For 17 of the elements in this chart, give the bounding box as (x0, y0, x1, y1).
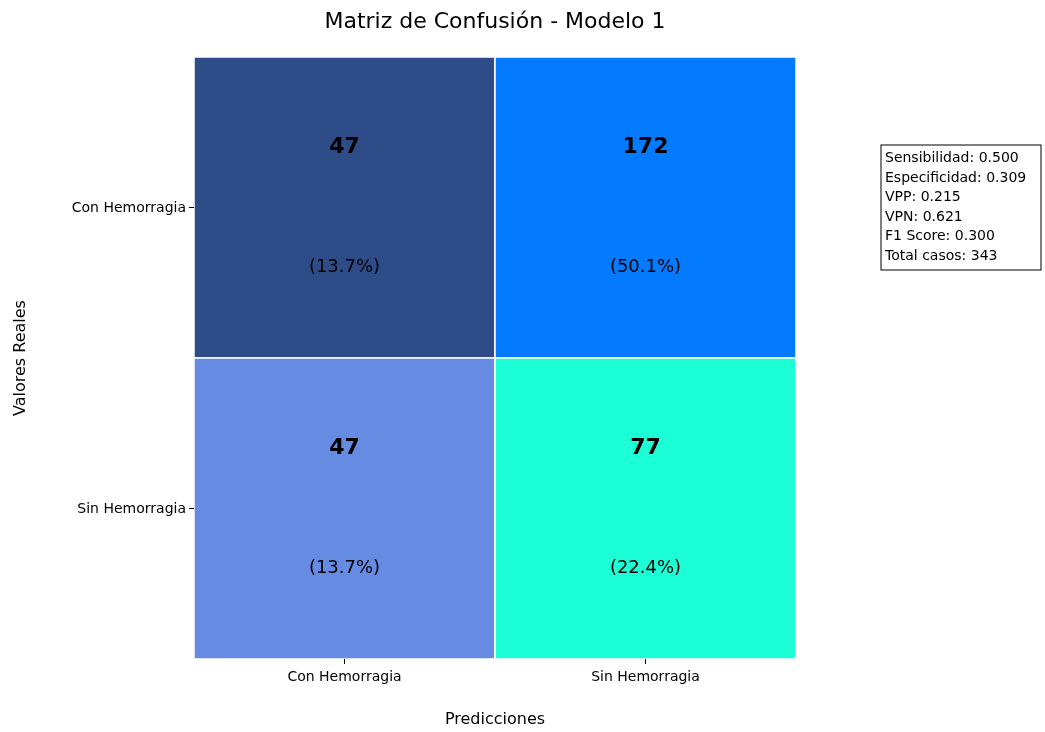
text: F1 Score: 0.300 (885, 227, 995, 243)
data-label: 47 (329, 133, 360, 158)
x-axis-title: Predicciones (444, 708, 546, 728)
text: Sensibilidad: 0.500 (885, 149, 1019, 165)
text: Especificidad: 0.309 (885, 168, 1027, 185)
data-label: 77 (630, 434, 661, 459)
y-axis-title: Valores Reales (9, 300, 29, 416)
text: VPN: 0.621 (885, 207, 963, 224)
annotation: (50.1%) (609, 255, 682, 276)
data-label: 172 (622, 133, 669, 158)
text: Total casos: 343 (884, 246, 998, 263)
annotation: (13.7%) (308, 255, 381, 276)
text: VPP: 0.215 (885, 188, 961, 204)
chart-title: Matriz de Confusión - Modelo 1 (324, 8, 666, 33)
data-label: 47 (329, 434, 360, 459)
annotation: (13.7%) (308, 556, 381, 577)
annotation: (22.4%) (609, 556, 682, 577)
